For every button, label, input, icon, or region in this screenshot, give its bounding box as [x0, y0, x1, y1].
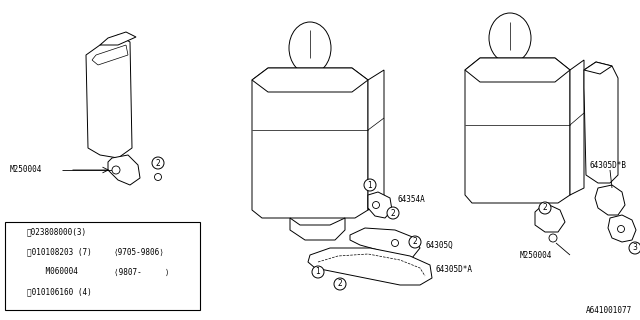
Circle shape — [387, 207, 399, 219]
Polygon shape — [595, 185, 625, 215]
Text: M250004: M250004 — [520, 251, 552, 260]
Text: M060004: M060004 — [27, 268, 78, 276]
Polygon shape — [570, 60, 584, 195]
Text: 2: 2 — [390, 209, 396, 218]
Text: 3: 3 — [12, 287, 17, 297]
Text: ⟨9705-9806⟩: ⟨9705-9806⟩ — [114, 247, 165, 257]
Circle shape — [392, 239, 399, 246]
Polygon shape — [86, 35, 132, 158]
Ellipse shape — [489, 13, 531, 63]
Text: 2: 2 — [156, 158, 161, 167]
Circle shape — [8, 286, 20, 298]
Circle shape — [8, 246, 20, 258]
Circle shape — [629, 242, 640, 254]
Polygon shape — [465, 58, 570, 203]
Text: 64305Q: 64305Q — [425, 241, 452, 250]
Ellipse shape — [289, 22, 331, 74]
Text: 1: 1 — [12, 228, 17, 236]
Text: 2: 2 — [12, 247, 17, 257]
Text: 64305D*B: 64305D*B — [590, 161, 627, 170]
Polygon shape — [108, 155, 140, 185]
Text: Ⓑ010106160 (4): Ⓑ010106160 (4) — [27, 287, 92, 297]
Text: ⟨9807-     ⟩: ⟨9807- ⟩ — [114, 268, 170, 276]
Text: 64354A: 64354A — [398, 196, 426, 204]
Circle shape — [152, 157, 164, 169]
Circle shape — [549, 234, 557, 242]
Text: M250004: M250004 — [10, 165, 42, 174]
Text: ⓝ023808000(3): ⓝ023808000(3) — [27, 228, 87, 236]
Bar — [5, 222, 200, 310]
Circle shape — [8, 226, 20, 238]
Text: 3: 3 — [632, 244, 637, 252]
Circle shape — [154, 173, 161, 180]
Polygon shape — [368, 192, 392, 218]
Polygon shape — [252, 68, 368, 218]
Polygon shape — [252, 68, 368, 92]
Text: 1: 1 — [367, 180, 372, 189]
Polygon shape — [584, 62, 618, 183]
Text: 2: 2 — [413, 237, 417, 246]
Polygon shape — [350, 228, 420, 258]
Polygon shape — [465, 58, 570, 82]
Polygon shape — [608, 215, 636, 242]
Circle shape — [539, 202, 551, 214]
Text: 2: 2 — [338, 279, 342, 289]
Polygon shape — [584, 62, 612, 74]
Text: 64305D*A: 64305D*A — [435, 266, 472, 275]
Text: Ⓑ010108203 (7): Ⓑ010108203 (7) — [27, 247, 92, 257]
Circle shape — [409, 236, 421, 248]
Circle shape — [364, 179, 376, 191]
Circle shape — [372, 202, 380, 209]
Text: 2: 2 — [543, 204, 547, 212]
Circle shape — [112, 166, 120, 174]
Circle shape — [618, 226, 625, 233]
Polygon shape — [308, 248, 432, 285]
Circle shape — [334, 278, 346, 290]
Text: A641001077: A641001077 — [586, 306, 632, 315]
Polygon shape — [535, 203, 565, 232]
Polygon shape — [368, 70, 384, 210]
Polygon shape — [290, 218, 345, 240]
Polygon shape — [100, 32, 136, 45]
Text: 1: 1 — [316, 268, 321, 276]
Circle shape — [312, 266, 324, 278]
